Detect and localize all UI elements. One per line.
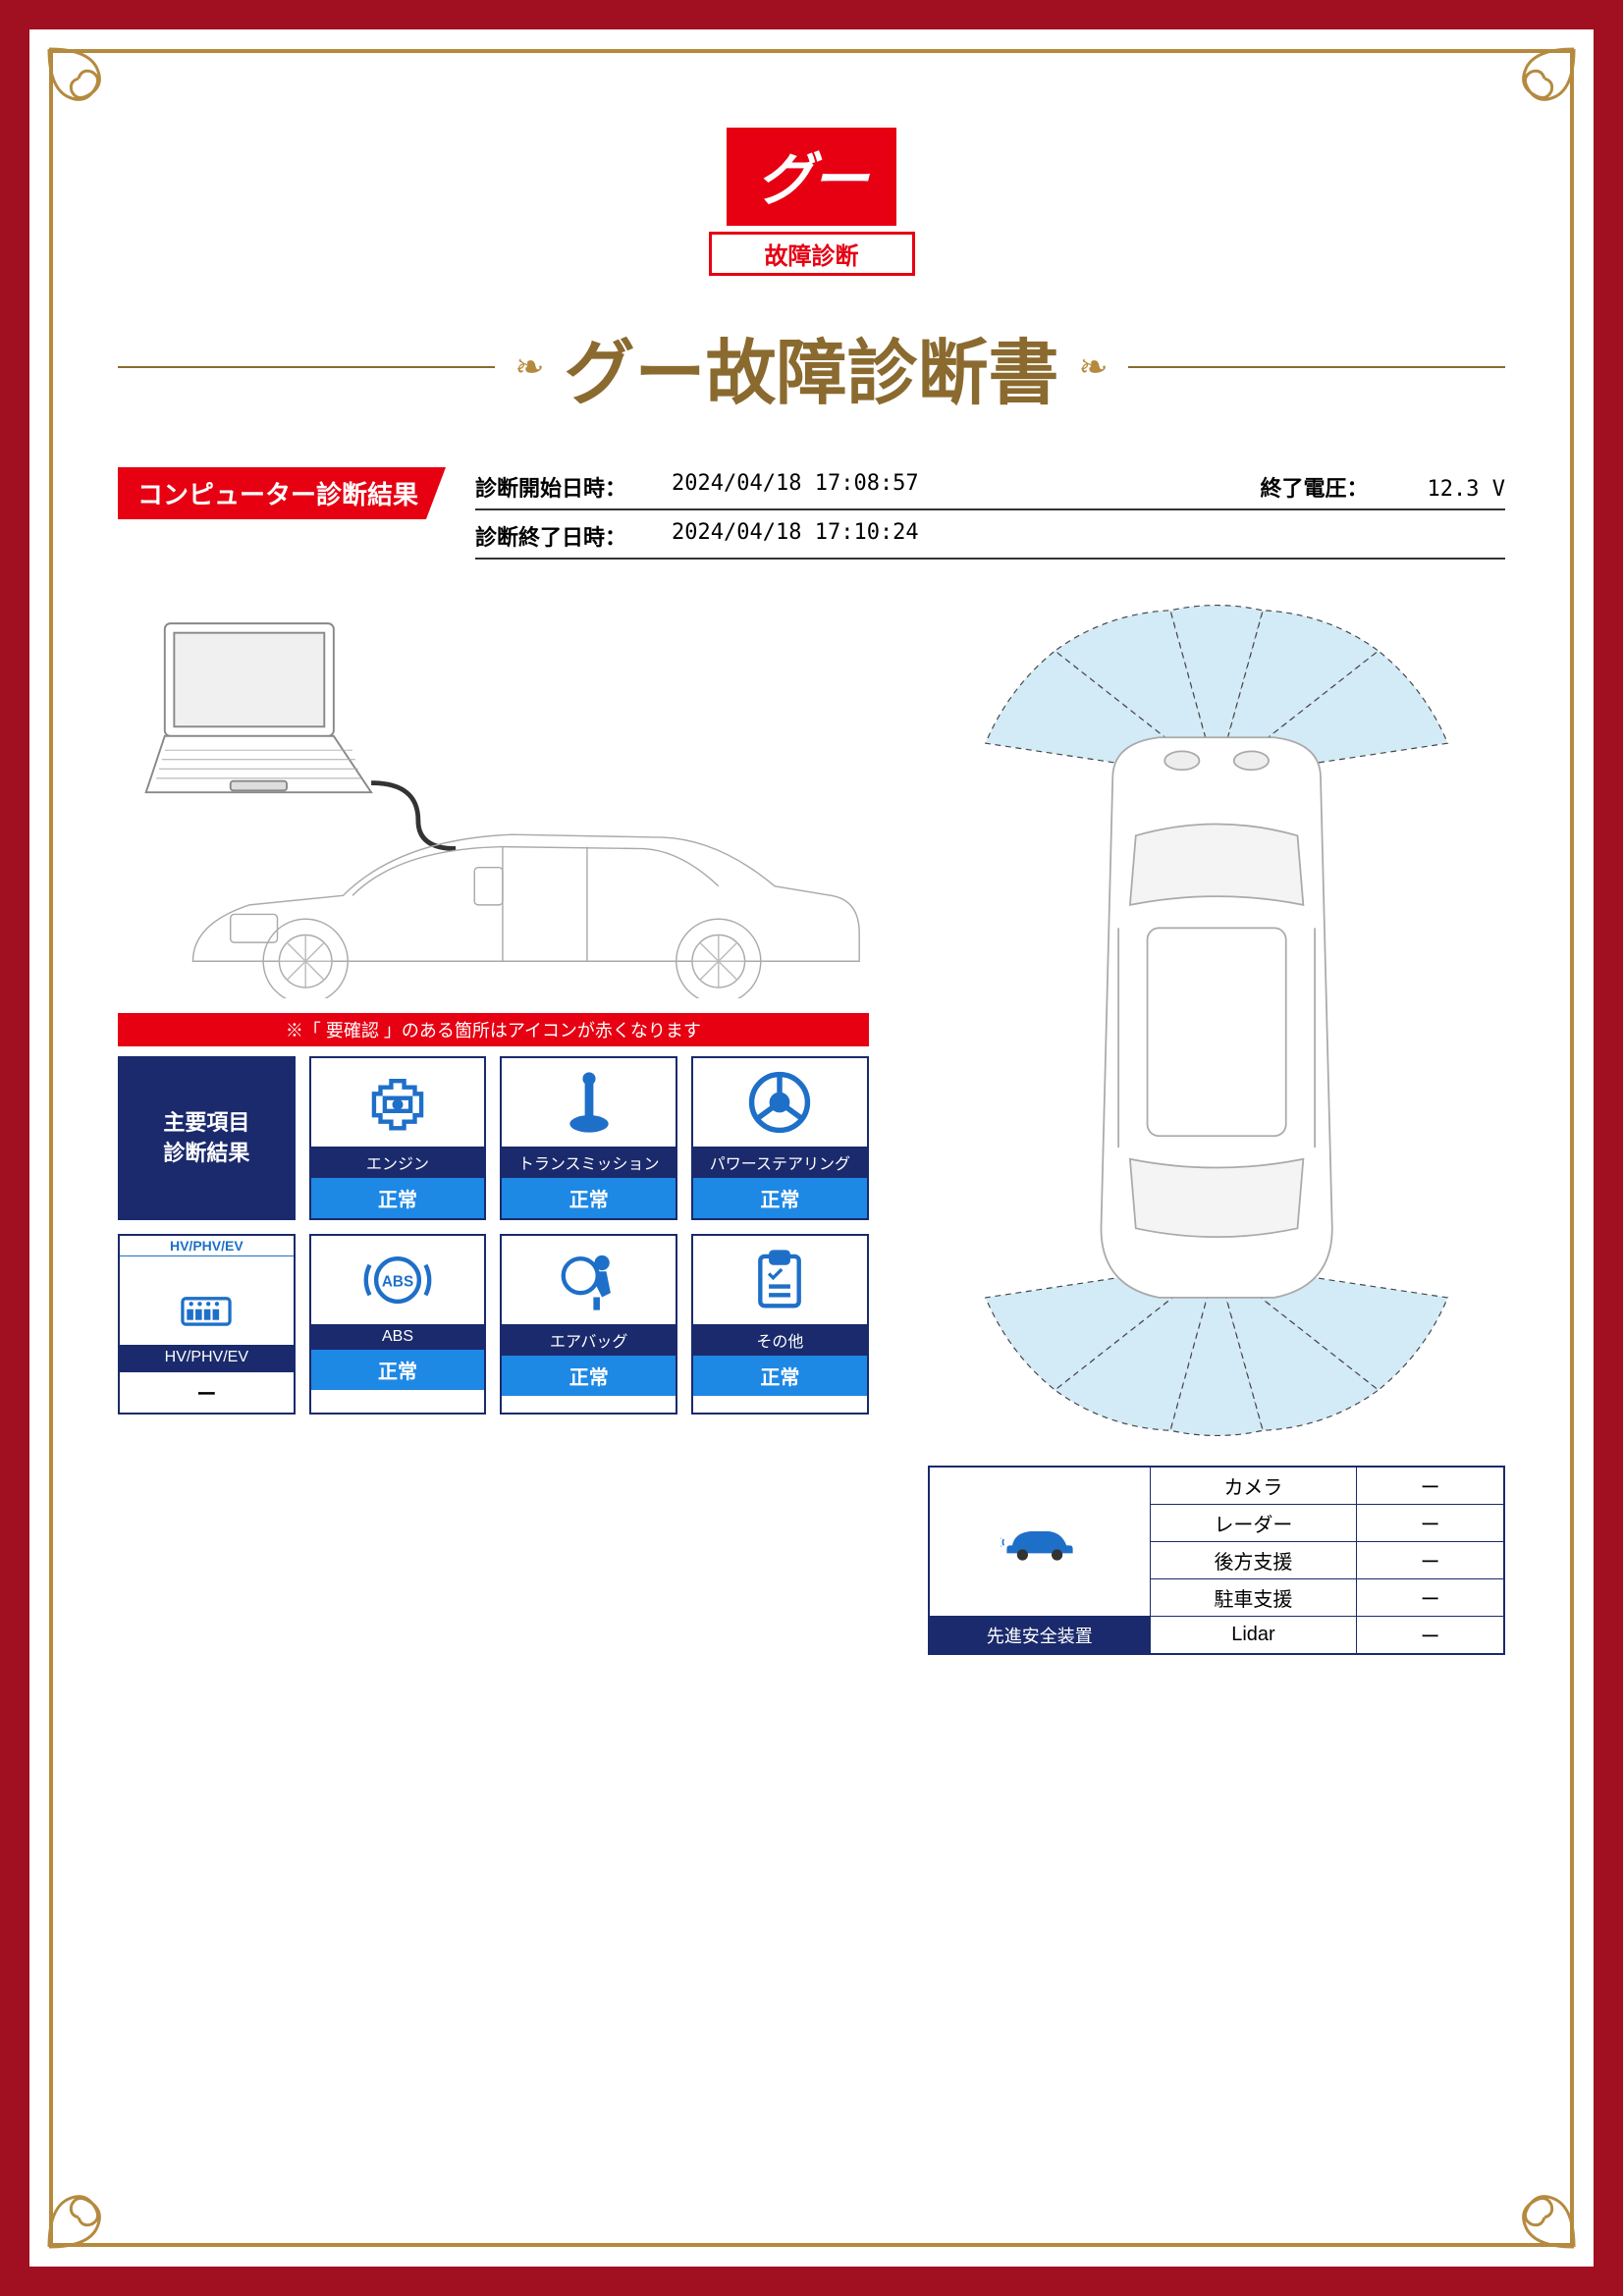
safety-title: 先進安全装置 [929,1617,1150,1655]
start-label: 診断開始日時： [475,471,632,503]
end-label: 診断終了日時： [475,520,632,552]
safety-value: ー [1357,1505,1504,1542]
transmission-icon [502,1058,676,1147]
item-name: その他 [693,1324,867,1356]
document-title: グー故障診断書 [565,315,1059,418]
laptop-car-diagram [118,605,869,998]
title-ornament-left: ❧ [514,347,544,388]
meta-block: 診断開始日時： 2024/04/18 17:08:57 終了電圧： 12.3 V… [475,467,1505,565]
title-line-right [1128,366,1505,368]
safety-value: ー [1357,1579,1504,1617]
voltage-label: 終了電圧： [1261,471,1418,503]
svg-text:ABS: ABS [382,1274,413,1291]
diagram-right-column: カメラーレーダーー後方支援ー駐車支援ー先進安全装置Lidarー [928,605,1505,1655]
item-cell-steering: パワーステアリング正常 [691,1056,869,1220]
steering-icon [693,1058,867,1147]
safety-label: 駐車支援 [1150,1579,1356,1617]
notice-bar: ※「 要確認 」のある箇所はアイコンが赤くなります [118,1013,869,1046]
engine-icon [311,1058,485,1147]
voltage-value: 12.3 V [1428,477,1505,502]
logo-subtitle: 故障診断 [709,232,915,276]
item-status: ー [120,1370,294,1413]
content-area: グー 故障診断 ❧ グー故障診断書 ❧ コンピューター診断結果 診断開始日時： … [79,79,1544,2217]
safety-label: Lidar [1150,1617,1356,1655]
item-name: ABS [311,1324,485,1350]
safety-car-icon [929,1467,1150,1617]
item-cell-engine: エンジン正常 [309,1056,487,1220]
item-cell-hvev: HV/PHV/EVHV/PHV/EVー [118,1234,296,1415]
item-status: 正常 [693,1178,867,1218]
safety-value: ー [1357,1542,1504,1579]
safety-row: カメラー [929,1467,1504,1505]
airbag-icon [502,1236,676,1324]
item-name: トランスミッション [502,1147,676,1178]
diagram-row: ※「 要確認 」のある箇所はアイコンが赤くなります 主要項目診断結果エンジン正常… [118,605,1505,1655]
end-value: 2024/04/18 17:10:24 [672,520,919,552]
item-cell-abs: ABSABS正常 [309,1234,487,1415]
abs-icon: ABS [311,1236,485,1324]
safety-value: ー [1357,1467,1504,1505]
start-value: 2024/04/18 17:08:57 [672,471,919,503]
item-name: HV/PHV/EV [120,1345,294,1370]
car-top-sensor-diagram [928,605,1505,1436]
title-row: ❧ グー故障診断書 ❧ [118,315,1505,418]
safety-value: ー [1357,1617,1504,1655]
item-name: エアバッグ [502,1324,676,1356]
title-ornament-right: ❧ [1079,347,1109,388]
title-line-left [118,366,495,368]
item-cell-airbag: エアバッグ正常 [500,1234,677,1415]
safety-label: 後方支援 [1150,1542,1356,1579]
clipboard-icon [693,1236,867,1324]
safety-label: レーダー [1150,1505,1356,1542]
items-grid: 主要項目診断結果エンジン正常トランスミッション正常パワーステアリング正常HV/P… [118,1056,869,1415]
item-status: 正常 [311,1178,485,1218]
items-header-cell: 主要項目診断結果 [118,1056,296,1220]
diagram-left-column: ※「 要確認 」のある箇所はアイコンが赤くなります 主要項目診断結果エンジン正常… [118,605,869,1655]
logo-brand: グー [727,128,895,226]
safety-row: 先進安全装置Lidarー [929,1617,1504,1655]
hvev-badge: HV/PHV/EV [120,1236,294,1256]
item-status: 正常 [693,1356,867,1396]
meta-row-2: 診断終了日時： 2024/04/18 17:10:24 [475,516,1505,560]
hvev-icon [120,1256,294,1345]
item-status: 正常 [502,1178,676,1218]
item-name: エンジン [311,1147,485,1178]
item-status: 正常 [311,1350,485,1390]
item-name: パワーステアリング [693,1147,867,1178]
logo-block: グー 故障診断 [118,128,1505,276]
item-cell-clipboard: その他正常 [691,1234,869,1415]
item-status: 正常 [502,1356,676,1396]
meta-row-1: 診断開始日時： 2024/04/18 17:08:57 終了電圧： 12.3 V [475,467,1505,510]
safety-table: カメラーレーダーー後方支援ー駐車支援ー先進安全装置Lidarー [928,1466,1505,1655]
section-header: コンピューター診断結果 診断開始日時： 2024/04/18 17:08:57 … [118,467,1505,565]
section-tab: コンピューター診断結果 [118,467,446,519]
item-cell-transmission: トランスミッション正常 [500,1056,677,1220]
safety-label: カメラ [1150,1467,1356,1505]
